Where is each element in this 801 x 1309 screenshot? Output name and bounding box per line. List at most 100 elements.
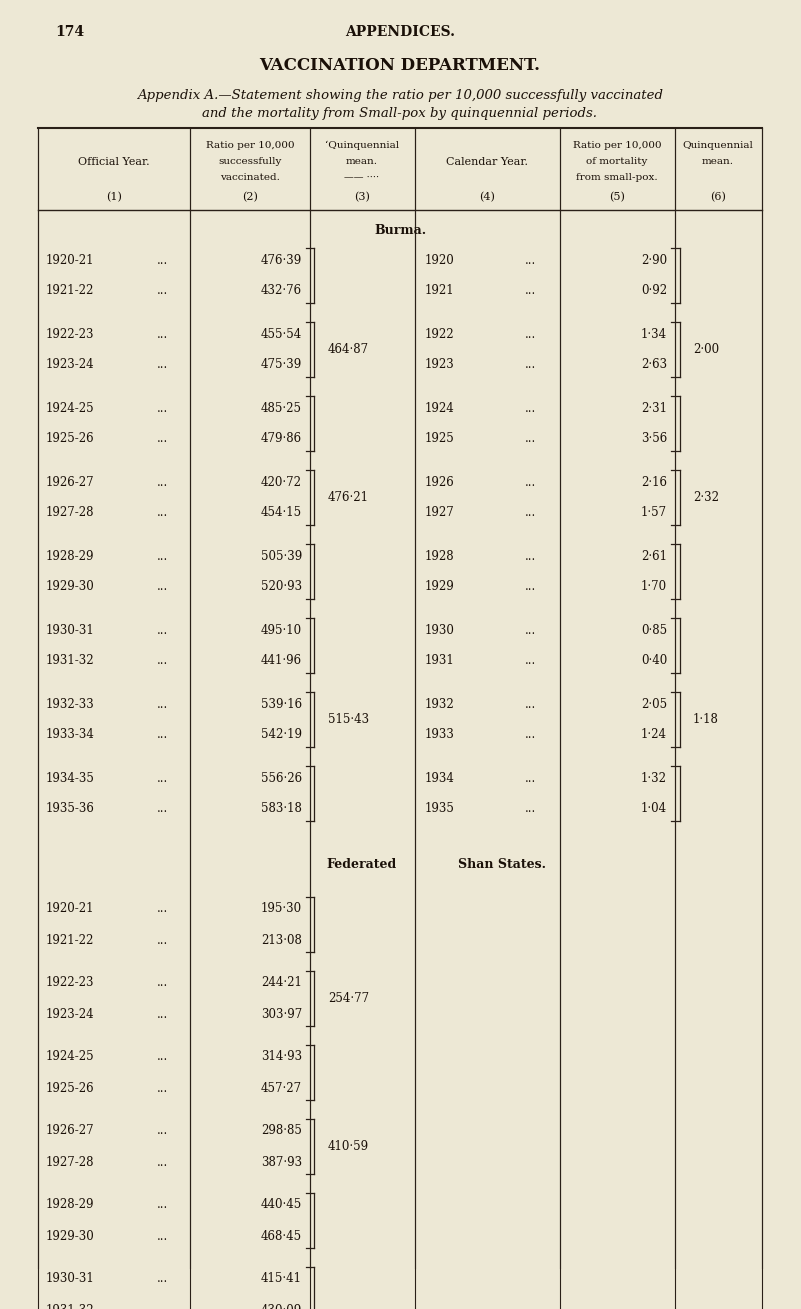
Text: 1933: 1933 — [425, 729, 455, 741]
Text: 1933-34: 1933-34 — [46, 729, 95, 741]
Text: 2·63: 2·63 — [641, 359, 667, 372]
Text: Burma.: Burma. — [374, 224, 426, 237]
Text: 476·21: 476·21 — [328, 491, 369, 504]
Text: 1922-23: 1922-23 — [46, 327, 95, 340]
Text: 298·85: 298·85 — [261, 1124, 302, 1138]
Text: Appendix A.—Statement showing the ratio per 10,000 successfully vaccinated: Appendix A.—Statement showing the ratio … — [137, 89, 663, 102]
Text: 2·32: 2·32 — [693, 491, 719, 504]
Text: ...: ... — [156, 402, 167, 415]
Text: 1921: 1921 — [425, 284, 455, 297]
Text: ...: ... — [156, 1051, 167, 1063]
Text: ...: ... — [156, 933, 167, 946]
Text: and the mortality from Small-pox by quinquennial periods.: and the mortality from Small-pox by quin… — [203, 106, 598, 119]
Text: 495·10: 495·10 — [261, 623, 302, 636]
Text: ...: ... — [156, 802, 167, 816]
Text: APPENDICES.: APPENDICES. — [345, 25, 455, 39]
Text: 213·08: 213·08 — [261, 933, 302, 946]
Text: ...: ... — [525, 284, 536, 297]
Text: 1934: 1934 — [425, 771, 455, 784]
Text: Ratio per 10,000: Ratio per 10,000 — [206, 140, 294, 149]
Text: ...: ... — [156, 359, 167, 372]
Text: 457·27: 457·27 — [261, 1081, 302, 1094]
Text: 440·45: 440·45 — [261, 1199, 302, 1212]
Text: 1922-23: 1922-23 — [46, 977, 95, 990]
Text: ‘Quinquennial: ‘Quinquennial — [325, 140, 399, 149]
Text: ...: ... — [525, 580, 536, 593]
Text: 1920: 1920 — [425, 254, 455, 267]
Text: VACCINATION DEPARTMENT.: VACCINATION DEPARTMENT. — [260, 56, 541, 73]
Text: 1·04: 1·04 — [641, 802, 667, 816]
Text: ...: ... — [156, 698, 167, 711]
Text: 2·00: 2·00 — [693, 343, 719, 356]
Text: 1929: 1929 — [425, 580, 455, 593]
Text: 195·30: 195·30 — [261, 902, 302, 915]
Text: 1931-32: 1931-32 — [46, 1304, 95, 1309]
Text: 314·93: 314·93 — [261, 1051, 302, 1063]
Text: 1925-26: 1925-26 — [46, 432, 95, 445]
Text: 1926-27: 1926-27 — [46, 1124, 95, 1138]
Text: ...: ... — [156, 1304, 167, 1309]
Text: 1927: 1927 — [425, 507, 455, 520]
Text: 1924: 1924 — [425, 402, 455, 415]
Text: 1928-29: 1928-29 — [46, 1199, 95, 1212]
Text: 430·09: 430·09 — [261, 1304, 302, 1309]
Text: 244·21: 244·21 — [261, 977, 302, 990]
Text: 476·39: 476·39 — [261, 254, 302, 267]
Text: 1935: 1935 — [425, 802, 455, 816]
Text: ...: ... — [156, 1272, 167, 1285]
Text: 1·32: 1·32 — [641, 771, 667, 784]
Text: ...: ... — [525, 729, 536, 741]
Text: 1927-28: 1927-28 — [46, 1156, 95, 1169]
Text: 1925: 1925 — [425, 432, 455, 445]
Text: 583·18: 583·18 — [261, 802, 302, 816]
Text: 3·56: 3·56 — [641, 432, 667, 445]
Text: 1928: 1928 — [425, 550, 455, 563]
Text: —— ····: —— ···· — [344, 174, 380, 182]
Text: 1924-25: 1924-25 — [46, 1051, 95, 1063]
Text: 1929-30: 1929-30 — [46, 1229, 95, 1242]
Text: successfully: successfully — [219, 157, 282, 166]
Text: Shan States.: Shan States. — [458, 857, 546, 870]
Text: from small-pox.: from small-pox. — [576, 174, 658, 182]
Text: ...: ... — [525, 654, 536, 668]
Text: 387·93: 387·93 — [261, 1156, 302, 1169]
Text: ...: ... — [156, 507, 167, 520]
Text: 2·61: 2·61 — [641, 550, 667, 563]
Text: ...: ... — [156, 902, 167, 915]
Text: 1921-22: 1921-22 — [46, 284, 95, 297]
Text: 1930-31: 1930-31 — [46, 623, 95, 636]
Text: 1921-22: 1921-22 — [46, 933, 95, 946]
Text: Ratio per 10,000: Ratio per 10,000 — [573, 140, 662, 149]
Text: 1925-26: 1925-26 — [46, 1081, 95, 1094]
Text: 1934-35: 1934-35 — [46, 771, 95, 784]
Text: ...: ... — [156, 654, 167, 668]
Text: 455·54: 455·54 — [261, 327, 302, 340]
Text: ...: ... — [156, 1229, 167, 1242]
Text: ...: ... — [156, 1008, 167, 1021]
Text: 1932: 1932 — [425, 698, 455, 711]
Text: Federated: Federated — [327, 857, 397, 870]
Text: Quinquennial: Quinquennial — [682, 140, 754, 149]
Text: ...: ... — [156, 729, 167, 741]
Text: ...: ... — [525, 402, 536, 415]
Text: 1·57: 1·57 — [641, 507, 667, 520]
Text: 520·93: 520·93 — [261, 580, 302, 593]
Text: 303·97: 303·97 — [261, 1008, 302, 1021]
Text: 1923: 1923 — [425, 359, 455, 372]
Text: 1926: 1926 — [425, 475, 455, 488]
Text: (5): (5) — [609, 192, 625, 202]
Text: 454·15: 454·15 — [261, 507, 302, 520]
Text: 479·86: 479·86 — [261, 432, 302, 445]
Text: ...: ... — [525, 432, 536, 445]
Text: ...: ... — [156, 771, 167, 784]
Text: 420·72: 420·72 — [261, 475, 302, 488]
Text: ...: ... — [156, 1081, 167, 1094]
Text: (2): (2) — [242, 192, 258, 202]
Text: 2·16: 2·16 — [641, 475, 667, 488]
Text: 542·19: 542·19 — [261, 729, 302, 741]
Text: 556·26: 556·26 — [261, 771, 302, 784]
Text: (4): (4) — [479, 192, 495, 202]
Text: 1931: 1931 — [425, 654, 455, 668]
Text: 1920-21: 1920-21 — [46, 254, 95, 267]
Text: ...: ... — [156, 254, 167, 267]
